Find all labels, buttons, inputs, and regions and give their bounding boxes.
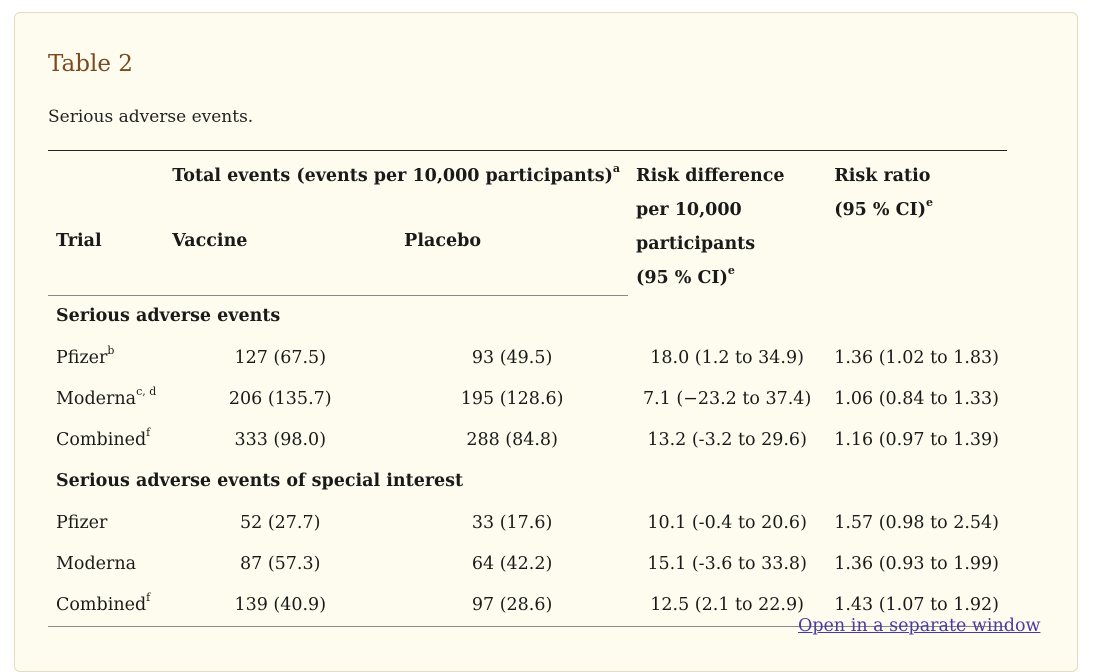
header-row-2: Trial Vaccine Placebo — [48, 209, 1007, 295]
header-placebo: Placebo — [396, 209, 629, 279]
trial-cell: Pfizer — [56, 512, 108, 533]
footnote-marker: e — [926, 196, 934, 210]
footnote-marker: a — [612, 162, 621, 176]
section-label: Serious adverse events — [56, 306, 281, 326]
table-row: Combinedf 333 (98.0) 288 (84.8) 13.2 (-3… — [48, 420, 1007, 461]
vaccine-cell: 127 (67.5) — [234, 347, 327, 368]
risk-difference-cell: 7.1 (−23.2 to 37.4) — [642, 388, 812, 409]
open-separate-window-link[interactable]: Open in a separate window — [798, 616, 1041, 636]
risk-difference-cell: 10.1 (-0.4 to 20.6) — [647, 512, 807, 533]
table-row: Modernac, d 206 (135.7) 195 (128.6) 7.1 … — [48, 379, 1007, 420]
table-row: Pfizer 52 (27.7) 33 (17.6) 10.1 (-0.4 to… — [48, 503, 1007, 544]
vaccine-cell: 139 (40.9) — [164, 584, 397, 627]
header-risk-ratio: Risk ratio (95 % CI)e — [826, 150, 1007, 295]
risk-difference-cell: 18.0 (1.2 to 34.9) — [650, 347, 804, 368]
header-trial: Trial — [48, 209, 165, 279]
footnote-marker: f — [146, 425, 151, 439]
table-row: Pfizerb 127 (67.5) 93 (49.5) 18.0 (1.2 t… — [48, 338, 1007, 379]
footnote-marker: b — [107, 343, 115, 357]
table-row: Moderna 87 (57.3) 64 (42.2) 15.1 (-3.6 t… — [48, 544, 1007, 585]
placebo-cell: 33 (17.6) — [471, 512, 553, 533]
placebo-cell: 97 (28.6) — [396, 584, 629, 627]
section-label: Serious adverse events of special intere… — [56, 471, 464, 491]
risk-difference-cell: 15.1 (-3.6 to 33.8) — [647, 553, 807, 574]
header-vaccine: Vaccine — [164, 209, 397, 279]
trial-cell: Combinedf — [48, 584, 165, 627]
placebo-cell: 288 (84.8) — [466, 429, 558, 450]
table-panel: Table 2 Serious adverse events. Total ev… — [14, 12, 1078, 672]
vaccine-cell: 52 (27.7) — [240, 512, 321, 533]
risk-ratio-cell: 1.16 (0.97 to 1.39) — [834, 429, 999, 450]
header-risk-difference: Risk difference per 10,000 participants … — [628, 150, 827, 295]
table-title: Table 2 — [48, 51, 133, 77]
trial-cell: Modernac, d — [56, 384, 157, 409]
risk-difference-cell: 13.2 (-3.2 to 29.6) — [647, 429, 807, 450]
risk-ratio-cell: 1.36 (1.02 to 1.83) — [834, 347, 999, 368]
footnote-marker: c, d — [136, 384, 157, 398]
risk-ratio-cell: 1.36 (0.93 to 1.99) — [834, 553, 999, 574]
trial-cell: Moderna — [56, 553, 137, 574]
vaccine-cell: 206 (135.7) — [228, 388, 332, 409]
risk-ratio-cell: 1.57 (0.98 to 2.54) — [834, 512, 999, 533]
section-row: Serious adverse events — [48, 295, 1007, 338]
table-row: Combinedf 139 (40.9) 97 (28.6) 12.5 (2.1… — [48, 584, 1007, 627]
table-caption: Serious adverse events. — [48, 107, 254, 127]
vaccine-cell: 333 (98.0) — [234, 429, 327, 450]
placebo-cell: 64 (42.2) — [471, 553, 553, 574]
footnote-marker: f — [146, 590, 151, 604]
adverse-events-table: Total events (events per 10,000 particip… — [48, 150, 1007, 627]
trial-cell: Pfizerb — [56, 343, 115, 368]
trial-cell: Combinedf — [56, 425, 151, 450]
risk-ratio-cell: 1.06 (0.84 to 1.33) — [834, 388, 999, 409]
footnote-marker: e — [727, 264, 735, 278]
placebo-cell: 93 (49.5) — [471, 347, 553, 368]
section-row: Serious adverse events of special intere… — [48, 461, 1007, 503]
placebo-cell: 195 (128.6) — [460, 388, 564, 409]
risk-ratio-cell: 1.43 (1.07 to 1.92) — [826, 584, 1007, 627]
vaccine-cell: 87 (57.3) — [240, 553, 321, 574]
risk-difference-cell: 12.5 (2.1 to 22.9) — [628, 584, 827, 627]
